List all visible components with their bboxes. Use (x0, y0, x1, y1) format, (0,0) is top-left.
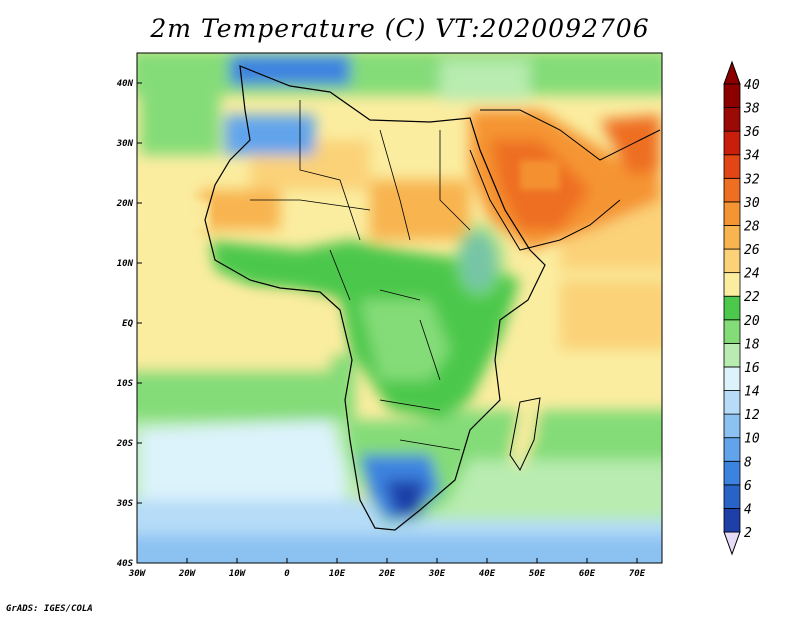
colorbar-label: 10 (744, 432, 760, 447)
lon-tick-label: 40E (479, 569, 496, 579)
colorbar-label: 14 (744, 385, 760, 400)
colorbar-swatch (723, 83, 741, 108)
colorbar-swatch (723, 225, 741, 250)
colorbar-label: 8 (744, 455, 752, 470)
colorbar-label: 4 (744, 502, 752, 517)
colorbar-swatch (723, 366, 741, 391)
colorbar-label: 40 (744, 78, 760, 93)
lat-tick-label: 40N (117, 79, 134, 89)
lat-tick-label: 10S (117, 379, 134, 389)
colorbar-label: 26 (744, 243, 760, 258)
colorbar-swatch (723, 460, 741, 486)
lon-tick-label: 20E (378, 569, 396, 579)
colorbar-swatch (723, 248, 741, 274)
colorbar-label: 28 (744, 219, 760, 234)
colorbar-label: 16 (744, 361, 760, 376)
lon-tick-label: 60E (579, 569, 596, 579)
colorbar-under-triangle (723, 531, 741, 556)
colorbar-swatch (723, 390, 741, 415)
lat-tick-label: 30S (116, 499, 134, 509)
colorbar-swatch (723, 413, 741, 439)
lon-tick-label: 50E (529, 569, 546, 579)
map-frame (136, 52, 663, 564)
lat-tick-label: EQ (122, 319, 133, 329)
longitude-axis: 30W 20W 10W 0 10E 20E 30E 40E 50E 60E 70E (128, 558, 646, 579)
colorbar-swatch (723, 107, 741, 132)
lat-tick-label: 10N (117, 259, 134, 269)
colorbar-label: 20 (744, 314, 760, 329)
lat-tick-label: 20N (116, 199, 134, 209)
colorbar-label: 34 (743, 149, 760, 164)
colorbar-label: 32 (743, 172, 760, 187)
lon-tick-label: 30E (428, 569, 446, 579)
latitude-axis: 40N 30N 20N 10N EQ 10S 20S 30S 40S (116, 79, 142, 569)
colorbar-label: 24 (744, 267, 760, 282)
colorbar-swatch (723, 154, 741, 179)
map-title: 2m Temperature (C) VT:2020092706 (150, 14, 650, 43)
colorbar-label: 22 (744, 290, 760, 305)
colorbar-label: 36 (743, 125, 760, 140)
colorbar-swatch (723, 201, 741, 226)
colorbar-swatch (723, 177, 741, 203)
lon-tick-label: 20W (178, 569, 197, 579)
colorbar-swatch (723, 342, 741, 368)
colorbar-swatch (723, 484, 741, 509)
lon-tick-label: 70E (629, 569, 646, 579)
lat-tick-label: 30N (116, 139, 134, 149)
colorbar-swatch (723, 295, 741, 321)
lat-tick-label: 20S (116, 439, 134, 449)
colorbar-label: 30 (743, 196, 760, 211)
colorbar-swatch (723, 437, 741, 462)
colorbar-label: 38 (743, 102, 760, 117)
lon-tick-label: 10E (329, 569, 346, 579)
lon-tick-label: 0 (284, 569, 290, 579)
colorbar-swatch (723, 272, 741, 297)
colorbar-swatch (723, 130, 741, 156)
colorbar-swatch (723, 508, 741, 533)
colorbar-swatch (723, 319, 741, 344)
colorbar-label: 18 (744, 337, 760, 352)
colorbar-over-triangle (723, 60, 741, 85)
lon-tick-label: 10W (229, 569, 247, 579)
lat-tick-label: 40S (117, 559, 134, 569)
colorbar-label: 6 (744, 479, 752, 494)
lon-tick-label: 30W (128, 569, 147, 579)
colorbar-label: 12 (744, 408, 760, 423)
colorbar-label: 2 (744, 526, 752, 541)
temperature-field (137, 53, 662, 563)
grads-credit: GrADS: IGES/COLA (6, 604, 93, 614)
